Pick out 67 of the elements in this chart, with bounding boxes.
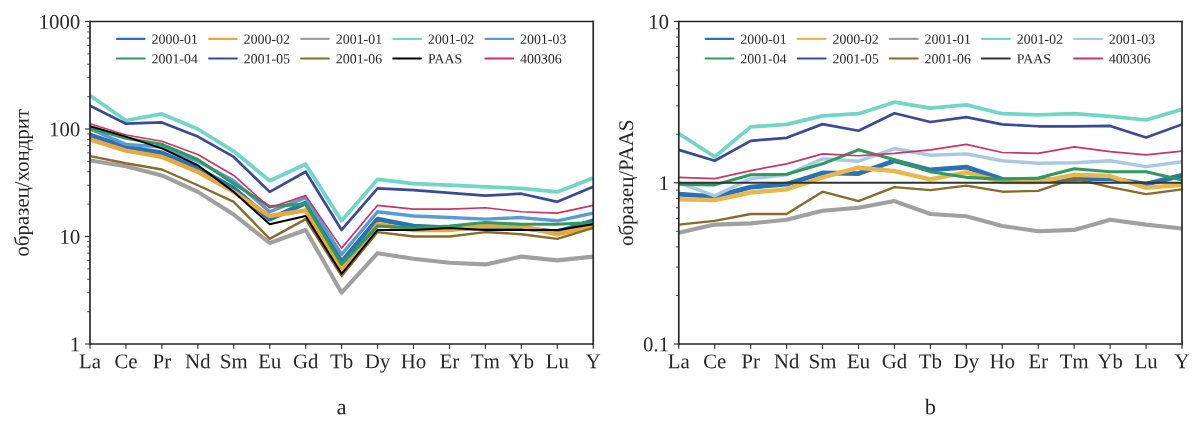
legend-label: 2001-05 (244, 54, 290, 64)
x-tick-label: Eu (847, 354, 870, 369)
line-series (678, 143, 1182, 180)
x-tick-label: Y (585, 354, 601, 369)
x-tick-label: Tm (471, 354, 500, 369)
x-tick-label: La (79, 354, 101, 369)
legend-label: 400306 (520, 54, 562, 64)
x-tick-label: Y (1174, 354, 1189, 369)
legend-label: 400306 (1109, 54, 1151, 64)
x-tick-label: Nd (774, 353, 800, 369)
y-tick-label: 10 (61, 229, 80, 244)
x-tick-label: Sm (221, 354, 248, 369)
legend-label: 2000-02 (833, 34, 878, 44)
line-series (678, 199, 1182, 235)
x-tick-label: Ce (115, 354, 137, 369)
line-series (678, 111, 1182, 163)
legend-label: 2000-01 (152, 34, 198, 44)
x-tick-label: Eu (258, 354, 281, 369)
x-tick-label: Pr (742, 354, 760, 369)
legend-label: 2001-01 (336, 34, 382, 44)
x-tick-label: Yb (1097, 353, 1123, 369)
legend-label: 2001-03 (520, 34, 566, 44)
legend-label: PAAS (1017, 54, 1051, 64)
y-tick-label: 1000 (40, 14, 80, 29)
text: a (337, 403, 347, 415)
x-tick-label: Er (440, 354, 460, 369)
legend-label: 2000-02 (244, 34, 290, 44)
x-tick-label: Tb (919, 353, 942, 369)
x-tick-label: Pr (153, 354, 171, 369)
legend-label: 2001-02 (1017, 34, 1063, 44)
legend-label: PAAS (428, 54, 462, 64)
y-tick-label: 0.1 (643, 337, 668, 352)
legend-label: 2001-04 (152, 54, 198, 64)
legend-label: 2000-01 (740, 34, 786, 44)
legend-label: 2001-01 (925, 34, 971, 44)
x-tick-label: Ho (401, 354, 426, 369)
legend-label: 2001-06 (336, 54, 382, 64)
legend-label: 2001-03 (1109, 34, 1155, 44)
x-tick-label: Ce (704, 354, 726, 369)
x-tick-label: Gd (293, 353, 319, 369)
x-tick-label: Lu (546, 354, 569, 369)
legend-label: 2001-06 (925, 54, 971, 64)
line-series (678, 148, 1182, 187)
legend-label: 2001-02 (428, 34, 474, 44)
y-tick-label: 10 (650, 14, 669, 29)
x-tick-label: La (668, 354, 690, 369)
x-tick-label: Tb (330, 353, 353, 369)
y-axis-title: образец/PAAS (618, 120, 638, 246)
x-tick-label: Dy (954, 354, 979, 373)
line-series (678, 177, 1182, 226)
x-tick-label: Er (1028, 354, 1048, 369)
x-tick-label: Ho (990, 354, 1015, 369)
y-tick-label: 1 (660, 176, 668, 190)
line-series (678, 100, 1182, 159)
y-tick-label: 1 (71, 337, 80, 352)
x-tick-label: Sm (810, 354, 837, 369)
x-tick-label: Lu (1135, 354, 1158, 369)
x-tick-label: Gd (882, 353, 907, 369)
x-tick-label: Dy (365, 354, 391, 373)
x-tick-label: Nd (185, 353, 211, 369)
x-tick-label: Yb (508, 353, 534, 369)
y-axis-title: образец/хондрит (13, 109, 34, 256)
y-tick-label: 100 (50, 122, 80, 137)
x-tick-label: Tm (1060, 354, 1089, 369)
legend-label: 2001-05 (833, 54, 879, 64)
legend-label: 2001-04 (740, 54, 787, 64)
text: b (924, 398, 936, 415)
